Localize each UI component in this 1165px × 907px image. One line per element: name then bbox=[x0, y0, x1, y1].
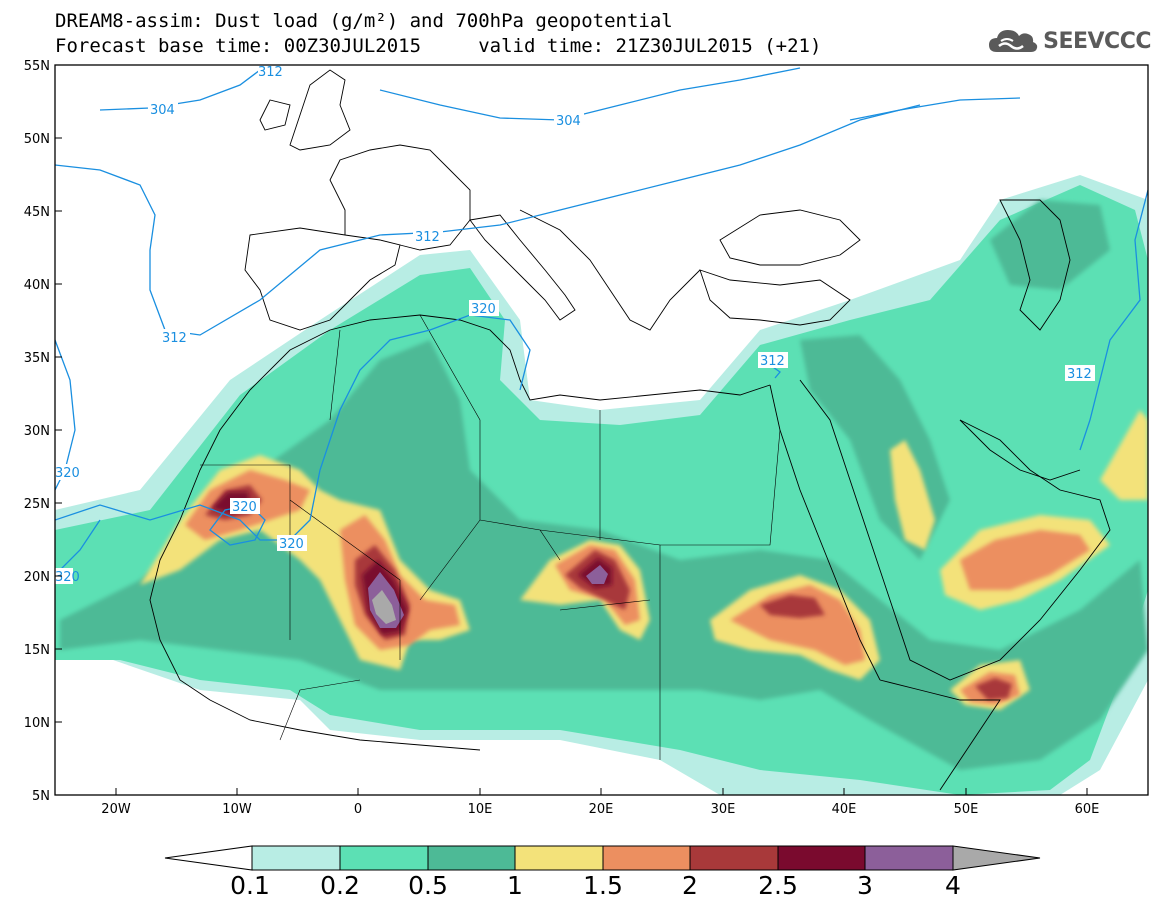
lon-axis: 20W 10W 0 10E 20E 30E 40E 50E 60E bbox=[101, 788, 1099, 817]
persian-gulf-coast bbox=[959, 419, 1081, 481]
lat-tick-label: 30N bbox=[24, 424, 50, 439]
turkey-coast bbox=[699, 269, 851, 326]
lon-tick-label: 30E bbox=[711, 802, 736, 817]
lat-tick-label: 25N bbox=[24, 497, 50, 512]
contour-label: 320 bbox=[471, 302, 496, 317]
lat-tick-label: 55N bbox=[24, 59, 50, 74]
dust-level-above-4 bbox=[372, 590, 396, 624]
contour-label: 304 bbox=[556, 114, 581, 129]
lat-tick-label: 40N bbox=[24, 278, 50, 293]
britain-coast bbox=[289, 69, 351, 151]
lon-tick-label: 50E bbox=[954, 802, 979, 817]
lat-tick-label: 10N bbox=[24, 716, 50, 731]
map-subtitle: Forecast base time: 00Z30JUL2015 valid t… bbox=[55, 35, 822, 57]
logo-text: SEEVCCC bbox=[1043, 28, 1151, 54]
colorbar-label: 4 bbox=[945, 871, 961, 900]
contour-320-loop bbox=[209, 504, 266, 546]
colorbar-swatch bbox=[689, 845, 779, 871]
caspian-coast bbox=[999, 199, 1071, 331]
dust-level-1.5 bbox=[960, 530, 1090, 590]
contour-label: 312 bbox=[415, 230, 440, 245]
lat-axis: 5N 10N 15N 20N 25N 30N 35N 40N 45N 50N 5… bbox=[24, 59, 62, 804]
colorbar-swatch bbox=[251, 845, 341, 871]
colorbar-swatch bbox=[864, 845, 954, 871]
dust-level-2 bbox=[760, 595, 825, 618]
west-africa-coast bbox=[149, 389, 481, 751]
lon-tick-label: 20E bbox=[589, 802, 614, 817]
colorbar-label: 2.5 bbox=[758, 871, 798, 900]
dust-level-2 bbox=[975, 678, 1012, 700]
contour-304-east bbox=[379, 67, 801, 121]
colorbar-low-arrow bbox=[164, 845, 253, 871]
italy-coast bbox=[469, 214, 576, 321]
colorbar-label: 0.2 bbox=[320, 871, 360, 900]
contour-label: 304 bbox=[150, 103, 175, 118]
lat-tick-label: 5N bbox=[32, 789, 50, 804]
colorbar-label: 3 bbox=[857, 871, 873, 900]
colorbar-swatch bbox=[777, 845, 866, 871]
dust-level-4 bbox=[586, 565, 608, 584]
contour-312-main bbox=[55, 104, 921, 336]
lon-tick-label: 10W bbox=[222, 802, 252, 817]
iberia-coast bbox=[244, 227, 401, 331]
contour-label: 312 bbox=[1067, 367, 1092, 382]
contour-312-east bbox=[1079, 189, 1148, 451]
colorbar-label: 1.5 bbox=[583, 871, 623, 900]
country-borders bbox=[200, 314, 781, 760]
lat-tick-label: 35N bbox=[24, 351, 50, 366]
lat-tick-label: 15N bbox=[24, 643, 50, 658]
cloud-icon bbox=[989, 30, 1038, 52]
horn-africa-coast bbox=[879, 679, 1001, 791]
colorbar-label: 0.5 bbox=[408, 871, 448, 900]
contour-label: 312 bbox=[258, 65, 283, 80]
colorbar-high-arrow bbox=[952, 845, 1041, 871]
contour-304-west bbox=[99, 69, 261, 111]
colorbar-swatch bbox=[602, 845, 691, 871]
lat-tick-label: 20N bbox=[24, 570, 50, 585]
lon-tick-label: 10E bbox=[468, 802, 493, 817]
contour-320-lower bbox=[55, 519, 101, 576]
black-sea-coast bbox=[719, 209, 861, 266]
dust-level-1 bbox=[1100, 410, 1148, 500]
lon-tick-label: 40E bbox=[832, 802, 857, 817]
ireland-coast bbox=[259, 99, 291, 131]
seevccc-logo: SEEVCCC bbox=[987, 26, 1151, 56]
geopotential-contours bbox=[55, 67, 1148, 576]
colorbar-swatch bbox=[339, 845, 429, 871]
contour-label: 320 bbox=[55, 466, 80, 481]
contour-320-main bbox=[55, 314, 531, 541]
contour-label: 312 bbox=[760, 354, 785, 369]
lon-tick-label: 20W bbox=[101, 802, 131, 817]
colorbar-label: 1 bbox=[507, 871, 523, 900]
colorbar: 0.1 0.2 0.5 1 1.5 2 2.5 3 4 bbox=[164, 845, 1041, 900]
colorbar-swatch bbox=[427, 845, 516, 871]
arabia-coast bbox=[799, 379, 1111, 681]
north-africa-coast bbox=[249, 314, 771, 401]
map-title: DREAM8-assim: Dust load (g/m²) and 700hP… bbox=[55, 10, 673, 32]
contour-label: 320 bbox=[55, 570, 80, 585]
contour-304-east2 bbox=[849, 97, 1021, 121]
lon-tick-label: 60E bbox=[1075, 802, 1100, 817]
france-coast bbox=[329, 144, 471, 251]
contour-labels: 304 304 312 312 312 320 320 320 320 320 … bbox=[55, 65, 1095, 585]
contour-label: 320 bbox=[279, 537, 304, 552]
contour-label: 320 bbox=[232, 500, 257, 515]
balkans-coast bbox=[519, 209, 701, 331]
contour-label: 312 bbox=[162, 331, 187, 346]
colorbar-label: 0.1 bbox=[230, 871, 270, 900]
coastlines bbox=[149, 69, 1111, 791]
colorbar-label: 2 bbox=[682, 871, 698, 900]
dust-level-1 bbox=[890, 440, 935, 550]
lat-tick-label: 50N bbox=[24, 132, 50, 147]
dust-level-0.5 bbox=[990, 200, 1110, 290]
lon-tick-label: 0 bbox=[354, 802, 362, 817]
lat-tick-label: 45N bbox=[24, 205, 50, 220]
colorbar-swatch bbox=[514, 845, 604, 871]
dust-field bbox=[55, 175, 1148, 795]
